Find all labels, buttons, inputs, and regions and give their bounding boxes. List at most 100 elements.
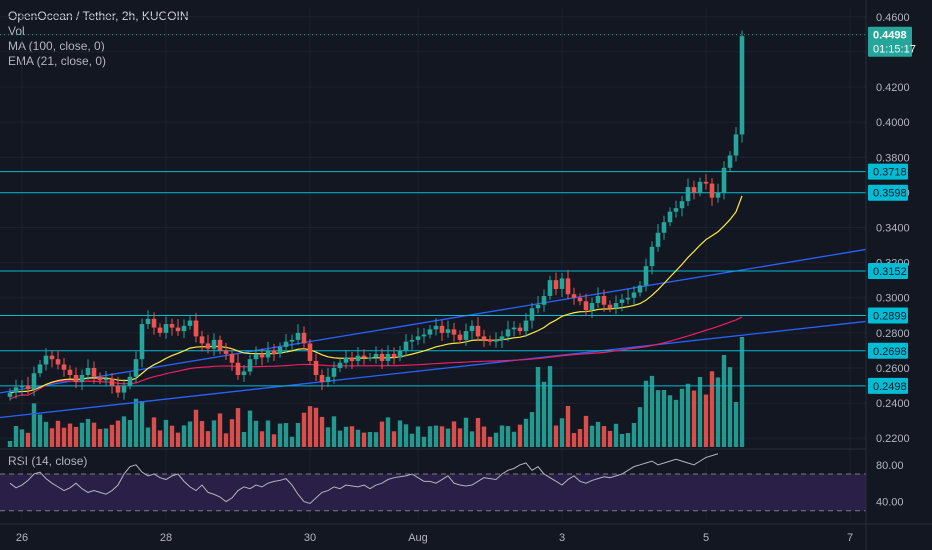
volume-bar [625, 432, 631, 447]
current-price-label: 0.4498 [873, 30, 907, 42]
level-price-tag-label: 0.3598 [873, 188, 907, 200]
time-tick-label: 28 [160, 532, 172, 544]
volume-bar [517, 424, 523, 447]
candle [109, 378, 115, 386]
volume-bar [481, 426, 487, 447]
rsi-indicator-label[interactable]: RSI (14, close) [8, 454, 88, 468]
candle [37, 364, 43, 374]
volume-bar [565, 405, 571, 447]
volume-bar [409, 433, 415, 447]
volume-bar [157, 430, 163, 447]
candle [613, 303, 619, 309]
candle [349, 357, 355, 361]
volume-bar [739, 337, 745, 447]
volume-bar [469, 431, 475, 447]
candle [169, 324, 175, 328]
countdown-label: 01:15:17 [873, 44, 916, 56]
price-tick-label: 0.3800 [876, 152, 910, 164]
candle [667, 211, 673, 223]
candle [253, 353, 259, 360]
rsi-tick-label: 80.00 [876, 460, 904, 472]
volume-bar [631, 423, 637, 447]
candle [49, 355, 55, 360]
candle [91, 367, 97, 377]
volume-bar [475, 417, 481, 447]
candle [103, 378, 109, 381]
candle [589, 303, 595, 311]
candle [199, 336, 205, 344]
candle [451, 329, 457, 335]
level-price-tag [868, 377, 908, 394]
level-price-tag [868, 307, 908, 324]
volume-bar [283, 423, 289, 447]
candle [661, 222, 667, 233]
candle [7, 392, 13, 397]
candle [55, 359, 61, 365]
volume-bar [307, 406, 313, 447]
candle [283, 341, 289, 347]
candle [19, 385, 25, 388]
ma-indicator-label[interactable]: MA (100, close, 0) [8, 39, 105, 53]
candle [175, 327, 181, 332]
volume-bar [49, 428, 55, 447]
volume-bar [235, 408, 241, 447]
volume-bar [571, 433, 577, 447]
candle [721, 167, 727, 193]
volume-bar [373, 432, 379, 447]
candle [331, 367, 337, 377]
candle [145, 318, 151, 325]
candle [403, 341, 409, 351]
candle [715, 192, 721, 198]
volume-bar [121, 416, 127, 447]
candle [397, 350, 403, 358]
volume-bar [277, 423, 283, 447]
candle [43, 355, 49, 365]
candle [367, 357, 373, 359]
volume-bar [37, 414, 43, 447]
candle [409, 339, 415, 342]
candle [79, 375, 85, 383]
candle [607, 304, 613, 309]
candle [379, 353, 385, 361]
volume-bar [25, 432, 31, 447]
volume-bar [613, 423, 619, 447]
candle [373, 353, 379, 358]
candle [115, 385, 121, 393]
volume-bar [79, 422, 85, 447]
volume-bar [331, 416, 337, 447]
volume-bar [127, 420, 133, 447]
volume-bar [577, 429, 583, 447]
symbol-title[interactable]: OpenOcean / Tether, 2h, KUCOIN [8, 9, 189, 23]
ema-indicator-label[interactable]: EMA (21, close, 0) [8, 54, 107, 68]
volume-bar [247, 410, 253, 447]
level-price-tag [868, 163, 908, 180]
candle [325, 376, 331, 383]
volume-bar [421, 436, 427, 447]
candle [355, 355, 361, 361]
candle [97, 376, 103, 381]
candle [739, 36, 745, 135]
candle [625, 297, 631, 300]
volume-bar [229, 419, 235, 447]
candle [259, 353, 265, 358]
volume-bar [385, 417, 391, 447]
candle [547, 280, 553, 296]
volume-bar [19, 429, 25, 447]
time-tick-label: 7 [847, 532, 853, 544]
volume-bar [559, 418, 565, 447]
candle [505, 329, 511, 337]
candle [673, 208, 679, 212]
volume-bar [367, 432, 373, 447]
candle [727, 155, 733, 168]
volume-bar [655, 390, 661, 447]
volume-bar [97, 428, 103, 447]
candle [241, 371, 247, 376]
volume-bar [703, 394, 709, 447]
price-tick-label: 0.2800 [876, 328, 910, 340]
candle [649, 246, 655, 267]
rsi-line [9, 453, 719, 505]
candle [343, 357, 349, 363]
candle [541, 295, 547, 305]
candle [157, 327, 163, 333]
